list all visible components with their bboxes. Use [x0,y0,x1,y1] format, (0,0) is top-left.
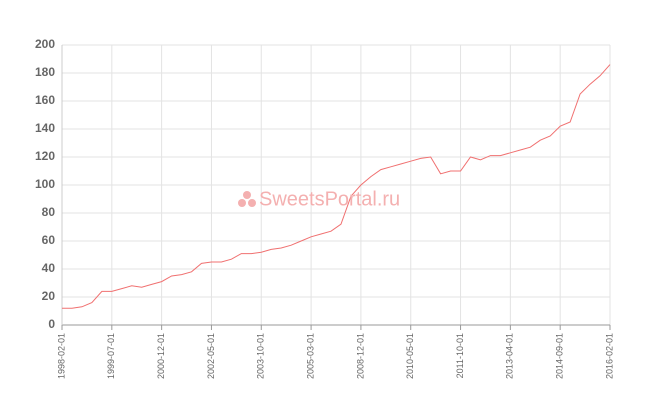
x-tick-label: 1998-02-01 [56,333,66,379]
y-tick-label: 200 [35,37,55,51]
x-tick-label: 2010-05-01 [405,333,415,379]
watermark: SweetsPortal.ru [259,188,400,210]
x-tick-label: 2003-10-01 [256,333,266,379]
x-tick-label: 2008-12-01 [355,333,365,379]
x-tick-label: 2014-09-01 [555,333,565,379]
y-tick-label: 0 [48,317,55,331]
y-tick-label: 40 [42,261,56,275]
x-tick-label: 2016-02-01 [604,333,614,379]
y-tick-label: 20 [42,289,56,303]
x-tick-label: 1999-07-01 [106,333,116,379]
plot: 0 20 40 60 80 100 120 140 160 180 200 1998-02-01 199… [35,37,614,379]
x-tick-label: 2011-10-01 [455,333,465,378]
y-tick-label: 180 [35,65,55,79]
y-tick-label: 140 [35,121,55,135]
x-tick-label: 2000-12-01 [156,333,166,379]
line [62,64,611,309]
x-tick-label: 2005-03-01 [305,333,315,379]
y-tick-label: 120 [35,149,55,163]
x-tick-label: 2013-04-01 [505,333,515,379]
y-tick-label: 60 [42,233,56,247]
watermark-icon [238,191,256,207]
y-tick-label: 80 [42,205,56,219]
y-tick-label: 160 [35,93,55,107]
x-tick-label: 2002-05-01 [206,333,216,379]
y-tick-label: 100 [35,177,55,191]
